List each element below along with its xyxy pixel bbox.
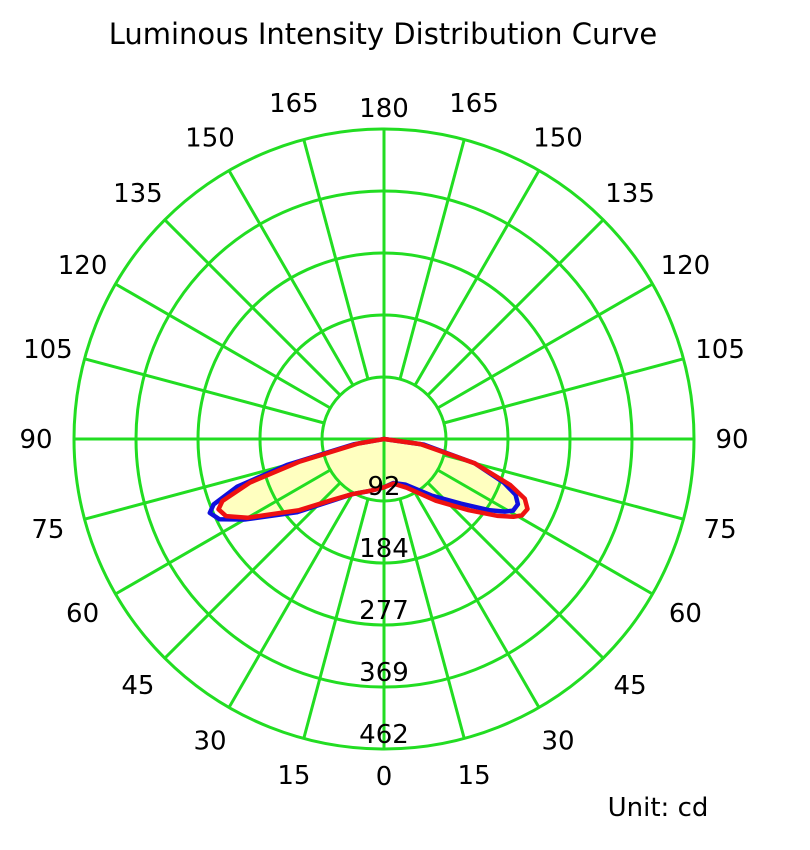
angle-label-right-120: 120 — [661, 251, 711, 281]
angle-label-right-135: 135 — [605, 179, 655, 209]
radial-tick-label: 184 — [359, 534, 409, 564]
chart-title: Luminous Intensity Distribution Curve — [109, 17, 658, 51]
grid-spoke — [443, 453, 684, 521]
grid-spoke — [227, 169, 355, 387]
angle-label-left-60: 60 — [66, 599, 99, 629]
angle-label-right-105: 105 — [695, 335, 745, 365]
radial-tick-label: 369 — [359, 658, 409, 688]
radial-tick-label: 462 — [359, 720, 409, 750]
grid-spoke — [443, 357, 684, 425]
grid-spoke — [436, 468, 654, 596]
angle-labels: 0 15 30 45 60 75 90 105 120 135 150 165 180 15 30 45 60 7… — [19, 89, 748, 792]
radial-tick-label: 277 — [359, 596, 409, 626]
radial-tick-label: 92 — [367, 472, 400, 502]
angle-label-right-90: 90 — [715, 425, 748, 455]
grid-spoke — [426, 218, 605, 397]
series-layer — [207, 436, 530, 522]
angle-label-left-15: 15 — [277, 761, 310, 791]
grid-spoke — [114, 468, 332, 596]
angle-label-right-15: 15 — [458, 761, 491, 791]
light-distribution-fill — [218, 439, 528, 518]
angle-label-right-30: 30 — [541, 726, 574, 756]
grid-spoke — [398, 498, 466, 739]
grid-spoke — [114, 282, 332, 410]
angle-label-right-45: 45 — [614, 671, 647, 701]
angle-label-left-90: 90 — [19, 425, 52, 455]
angle-label-right-60: 60 — [669, 599, 702, 629]
angle-label-right-75: 75 — [704, 515, 737, 545]
angle-label-center-180: 180 — [359, 94, 409, 124]
grid-spoke — [163, 481, 342, 660]
angle-label-left-135: 135 — [113, 179, 163, 209]
grid-layer — [72, 127, 696, 751]
angle-label-left-120: 120 — [58, 251, 108, 281]
grid-spoke — [163, 218, 342, 397]
unit-label: Unit: cd — [608, 793, 709, 823]
series-red-curve — [216, 436, 530, 521]
fill-layer — [218, 439, 528, 518]
angle-label-center-0: 0 — [376, 762, 393, 792]
angle-label-left-150: 150 — [185, 124, 235, 154]
angle-label-left-30: 30 — [193, 726, 226, 756]
angle-label-left-75: 75 — [31, 515, 64, 545]
grid-spoke — [436, 282, 654, 410]
grid-spoke — [227, 491, 355, 709]
grid-spoke — [302, 498, 370, 739]
grid-spoke — [84, 357, 325, 425]
angle-label-left-165: 165 — [269, 89, 319, 119]
angle-label-right-150: 150 — [533, 124, 583, 154]
grid-spoke — [426, 481, 605, 660]
grid-spoke — [413, 169, 541, 387]
grid-spoke — [398, 139, 466, 380]
angle-label-left-105: 105 — [23, 335, 73, 365]
angle-label-right-165: 165 — [449, 89, 499, 119]
grid-spoke — [413, 491, 541, 709]
grid-spoke — [302, 139, 370, 380]
radial-tick-labels: 92 184 277 369 462 — [359, 472, 409, 750]
angle-label-left-45: 45 — [121, 671, 154, 701]
